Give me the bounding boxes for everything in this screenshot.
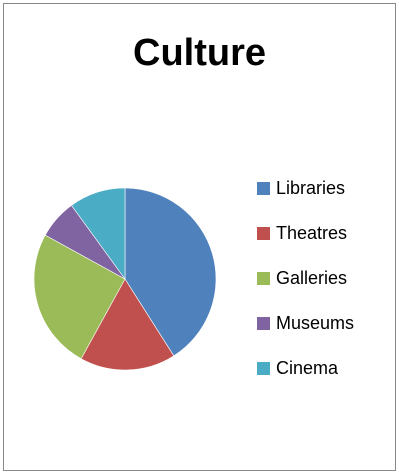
- legend-swatch-libraries: [257, 181, 270, 195]
- chart-title: Culture: [133, 32, 266, 74]
- pie-slice-libraries: [124, 187, 217, 357]
- legend-swatch-theatres: [257, 226, 270, 240]
- legend-item-cinema: Cinema: [257, 357, 397, 379]
- pie-slices: [33, 187, 217, 371]
- legend-swatch-galleries: [257, 271, 270, 285]
- legend-label-cinema: Cinema: [276, 357, 339, 378]
- legend-item-galleries: Galleries: [257, 267, 397, 289]
- legend-label-museums: Museums: [276, 312, 355, 333]
- legend-item-museums: Museums: [257, 312, 397, 334]
- legend-item-theatres: Theatres: [257, 222, 397, 244]
- pie-slice-galleries: [33, 234, 126, 360]
- legend-label-libraries: Libraries: [276, 177, 346, 198]
- legend-swatch-museums: [257, 316, 270, 330]
- chart-frame: Culture Libraries Theatres Galleries Museum…: [3, 3, 396, 471]
- legend: Libraries Theatres Galleries Museums Cinema: [257, 177, 397, 402]
- pie-slice-cinema: [71, 187, 126, 280]
- pie-slice-theatres: [80, 278, 175, 371]
- legend-label-galleries: Galleries: [276, 267, 348, 288]
- legend-swatch-cinema: [257, 361, 270, 375]
- pie-chart: [33, 187, 217, 371]
- legend-label-theatres: Theatres: [276, 222, 348, 243]
- legend-item-libraries: Libraries: [257, 177, 397, 199]
